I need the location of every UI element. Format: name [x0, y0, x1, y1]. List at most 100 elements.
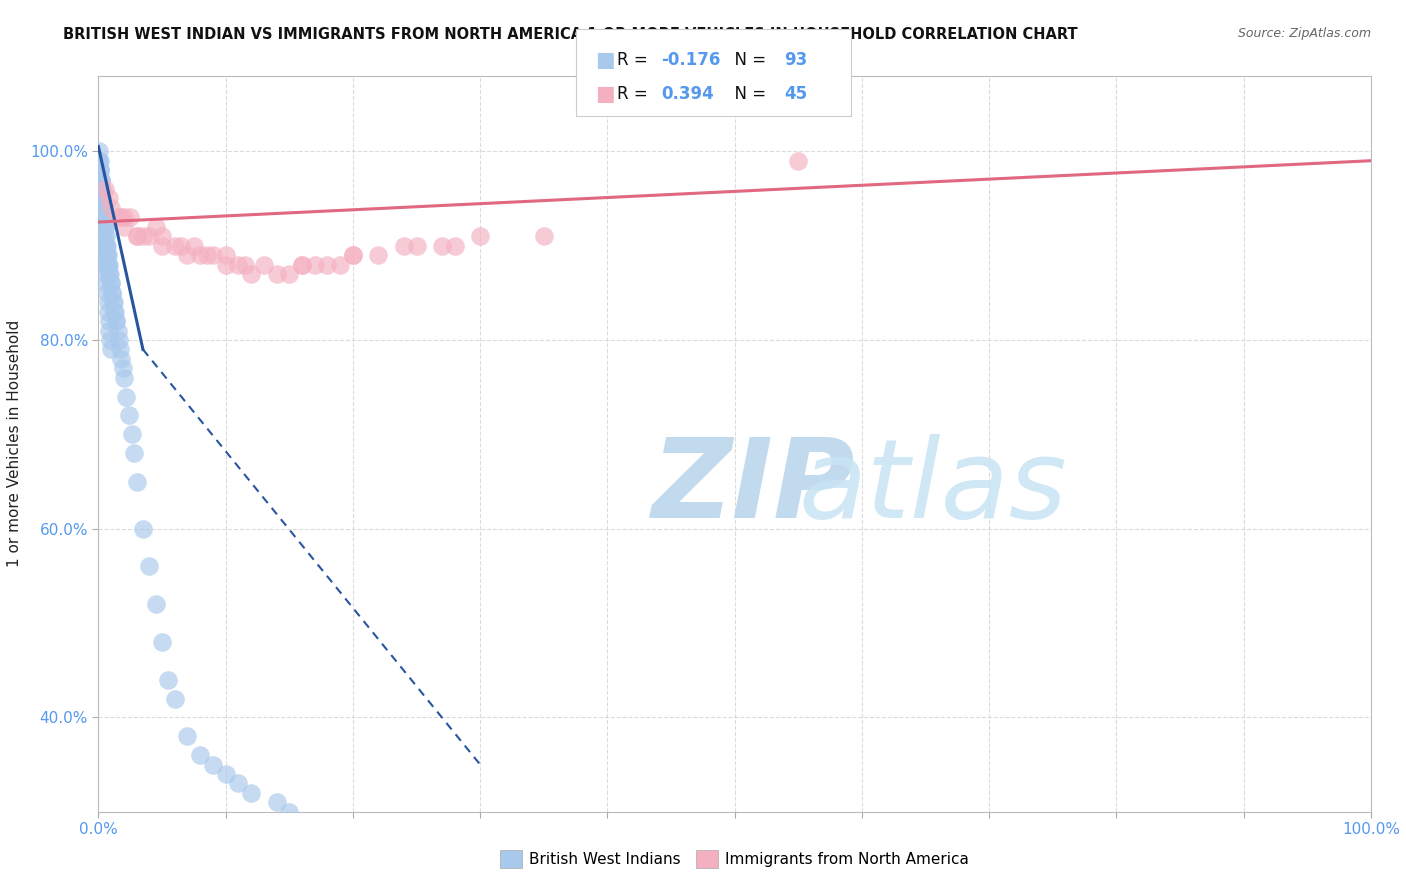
Point	[104, 304, 127, 318]
Point	[291, 258, 314, 272]
Point	[96, 238, 118, 252]
Point	[98, 324, 121, 338]
Point	[91, 229, 114, 244]
Text: ■: ■	[595, 50, 614, 70]
Point	[94, 267, 117, 281]
Point	[103, 295, 125, 310]
Text: R =: R =	[617, 51, 654, 69]
Point	[101, 285, 124, 300]
Point	[89, 163, 111, 178]
Point	[90, 191, 112, 205]
Point	[97, 248, 120, 262]
Point	[87, 145, 110, 159]
Point	[176, 248, 198, 262]
Point	[89, 153, 111, 168]
Point	[108, 343, 131, 357]
Point	[111, 361, 134, 376]
Point	[112, 211, 135, 225]
Point	[233, 258, 256, 272]
Point	[787, 153, 810, 168]
Point	[176, 729, 198, 743]
Point	[392, 238, 415, 252]
Text: N =: N =	[724, 85, 772, 103]
Point	[145, 597, 167, 611]
Point	[97, 295, 120, 310]
Point	[89, 163, 111, 178]
Point	[107, 211, 129, 225]
Point	[125, 475, 148, 489]
Legend: British West Indians, Immigrants from North America: British West Indians, Immigrants from No…	[494, 844, 976, 874]
Point	[93, 211, 115, 225]
Point	[170, 238, 193, 252]
Point	[132, 229, 155, 244]
Point	[97, 191, 120, 205]
Point	[110, 351, 132, 366]
Point	[100, 343, 122, 357]
Point	[93, 238, 115, 252]
Point	[91, 191, 114, 205]
Text: R =: R =	[617, 85, 654, 103]
Point	[90, 211, 112, 225]
Point	[228, 258, 250, 272]
Point	[121, 427, 143, 442]
Point	[94, 238, 117, 252]
Point	[98, 314, 121, 328]
Text: N =: N =	[724, 51, 772, 69]
Point	[430, 238, 453, 252]
Point	[94, 229, 117, 244]
Point	[367, 842, 389, 856]
Point	[100, 201, 122, 215]
Point	[443, 238, 465, 252]
Point	[342, 248, 364, 262]
Point	[240, 267, 263, 281]
Point	[266, 267, 288, 281]
Point	[367, 248, 389, 262]
Point	[96, 277, 118, 291]
Point	[163, 238, 186, 252]
Point	[110, 211, 132, 225]
Point	[89, 153, 111, 168]
Point	[201, 757, 224, 772]
Point	[138, 559, 160, 574]
Point	[112, 370, 135, 384]
Point	[112, 219, 135, 234]
Point	[188, 748, 211, 763]
Point	[195, 248, 218, 262]
Point	[98, 267, 121, 281]
Point	[101, 285, 124, 300]
Point	[163, 691, 186, 706]
Text: 0.394: 0.394	[661, 85, 714, 103]
Point	[89, 153, 111, 168]
Point	[97, 258, 120, 272]
Point	[104, 314, 127, 328]
Point	[329, 258, 352, 272]
Point	[304, 258, 326, 272]
Point	[228, 776, 250, 790]
Point	[90, 182, 112, 196]
Point	[105, 314, 128, 328]
Point	[145, 219, 167, 234]
Point	[150, 238, 173, 252]
Point	[125, 229, 148, 244]
Point	[100, 277, 122, 291]
Text: BRITISH WEST INDIAN VS IMMIGRANTS FROM NORTH AMERICA 1 OR MORE VEHICLES IN HOUSE: BRITISH WEST INDIAN VS IMMIGRANTS FROM N…	[63, 27, 1078, 42]
Point	[91, 191, 114, 205]
Point	[150, 635, 173, 649]
Text: Source: ZipAtlas.com: Source: ZipAtlas.com	[1237, 27, 1371, 40]
Point	[107, 333, 129, 347]
Point	[278, 805, 301, 819]
Point	[107, 324, 129, 338]
Point	[94, 182, 117, 196]
Y-axis label: 1 or more Vehicles in Household: 1 or more Vehicles in Household	[7, 320, 21, 567]
Point	[405, 238, 427, 252]
Point	[266, 795, 288, 809]
Point	[98, 333, 121, 347]
Point	[90, 201, 112, 215]
Point	[240, 786, 263, 800]
Point	[125, 229, 148, 244]
Point	[96, 248, 118, 262]
Point	[132, 522, 155, 536]
Point	[94, 219, 117, 234]
Point	[157, 673, 180, 687]
Point	[97, 258, 120, 272]
